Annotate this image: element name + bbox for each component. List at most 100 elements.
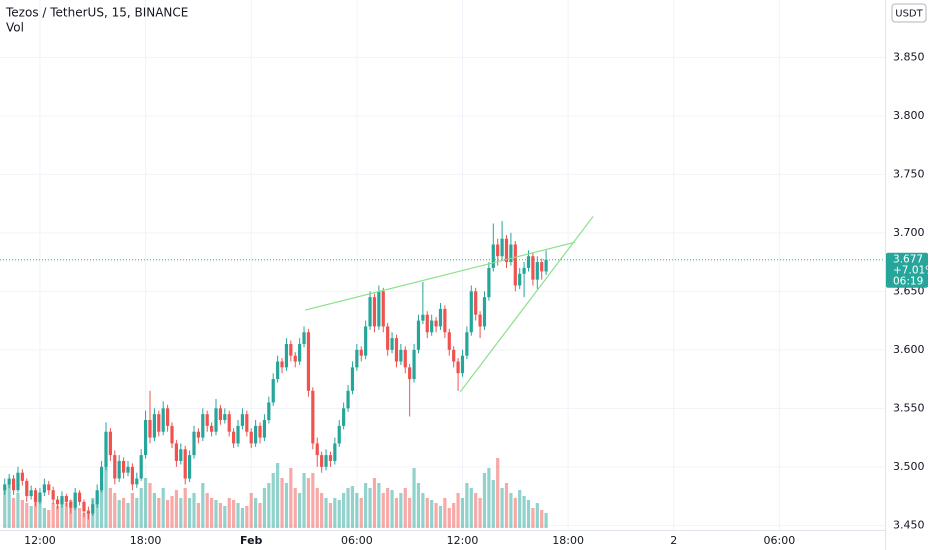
candle-body — [11, 478, 16, 491]
candle-body — [540, 262, 544, 272]
candle-body — [342, 408, 346, 426]
x-tick-label: 12:00 — [24, 534, 56, 547]
candle-body — [42, 484, 46, 493]
volume-bar — [64, 503, 68, 528]
x-tick-label: 12:00 — [447, 534, 479, 547]
candle-body — [333, 443, 337, 461]
volume-bar — [60, 498, 64, 528]
candle-body — [20, 472, 24, 481]
volume-bar — [139, 488, 143, 528]
volume-bar — [135, 498, 139, 528]
candle-body — [60, 496, 64, 505]
candle-body — [108, 431, 112, 456]
candle-body — [390, 338, 394, 350]
candle-body — [51, 490, 55, 500]
volume-bar — [267, 483, 271, 528]
candle-body — [29, 490, 33, 497]
volume-bar — [152, 493, 156, 528]
candle-body — [267, 402, 271, 421]
candle-body — [232, 431, 236, 444]
candle-body — [236, 425, 240, 444]
volume-bar — [121, 498, 126, 528]
candle-body — [152, 414, 156, 438]
candle-body — [245, 414, 249, 432]
volume-bar — [381, 493, 385, 528]
volume-bar — [403, 488, 407, 528]
volume-bar — [29, 506, 33, 528]
volume-bar — [469, 488, 473, 528]
volume-bar — [210, 498, 214, 528]
candle-body — [91, 504, 95, 514]
volume-bar — [408, 498, 412, 528]
volume-bar — [214, 500, 218, 528]
y-tick-label: 3.750 — [893, 167, 925, 180]
volume-bar — [192, 493, 196, 528]
volume-bar — [82, 513, 86, 528]
candle-body — [522, 267, 526, 274]
volume-bar — [276, 463, 280, 528]
volume-bar — [421, 493, 425, 528]
volume-bar — [284, 483, 289, 528]
candle-body — [210, 425, 214, 432]
volume-bar — [509, 493, 513, 528]
candle-body — [201, 414, 205, 438]
volume-bar — [16, 493, 20, 528]
trendline — [459, 216, 594, 393]
volume-bar — [240, 508, 245, 528]
volume-bar — [328, 503, 333, 528]
volume-bar — [196, 503, 201, 528]
volume-bar — [108, 488, 112, 528]
volume-bar — [364, 483, 368, 528]
volume-bar — [69, 500, 73, 528]
candle-body — [38, 492, 42, 502]
volume-bar — [245, 506, 249, 528]
candle-body — [403, 349, 407, 368]
candle-body — [434, 320, 438, 327]
volume-bar — [346, 488, 350, 528]
y-tick-label: 3.500 — [893, 460, 925, 473]
candle-body — [280, 361, 284, 368]
volume-bar — [179, 498, 183, 528]
volume-bar — [302, 473, 306, 528]
candle-body — [306, 332, 311, 391]
candle-body — [438, 308, 443, 327]
volume-bar — [474, 493, 478, 528]
y-tick-label: 3.550 — [893, 401, 925, 414]
currency-button[interactable] — [891, 3, 927, 23]
candle-body — [381, 291, 385, 327]
candle-body — [121, 460, 126, 473]
candle-body — [95, 490, 99, 505]
volume-bar — [236, 503, 240, 528]
candle-body — [346, 390, 350, 409]
y-tick-label: 3.850 — [893, 50, 925, 63]
volume-bar — [337, 500, 341, 528]
candle-body — [99, 466, 104, 491]
volume-bar — [271, 473, 275, 528]
volume-bar — [535, 503, 539, 528]
volume-bar — [11, 498, 16, 528]
volume-bar — [355, 493, 359, 528]
currency[interactable]: USDT — [895, 9, 923, 20]
volume-bar — [47, 510, 51, 528]
candle-body — [227, 414, 231, 432]
candle-body — [86, 511, 90, 514]
candle-body — [258, 425, 262, 438]
volume-bar — [249, 493, 253, 528]
volume-bar — [434, 503, 438, 528]
volume-bar — [478, 498, 482, 528]
candle-body — [271, 379, 275, 403]
change-label: +7.01% — [893, 265, 932, 277]
candle-body — [447, 332, 451, 350]
volume-bar — [170, 496, 174, 528]
volume-bar — [130, 493, 134, 528]
candle-body — [214, 408, 218, 432]
volume-bar — [496, 458, 500, 528]
volume-bar — [500, 488, 504, 528]
volume-bar — [377, 483, 381, 528]
volume-bar — [223, 506, 227, 528]
volume-bar — [359, 498, 363, 528]
volume-bar — [522, 496, 526, 528]
volume-bar — [518, 490, 522, 528]
volume-bar — [342, 493, 346, 528]
